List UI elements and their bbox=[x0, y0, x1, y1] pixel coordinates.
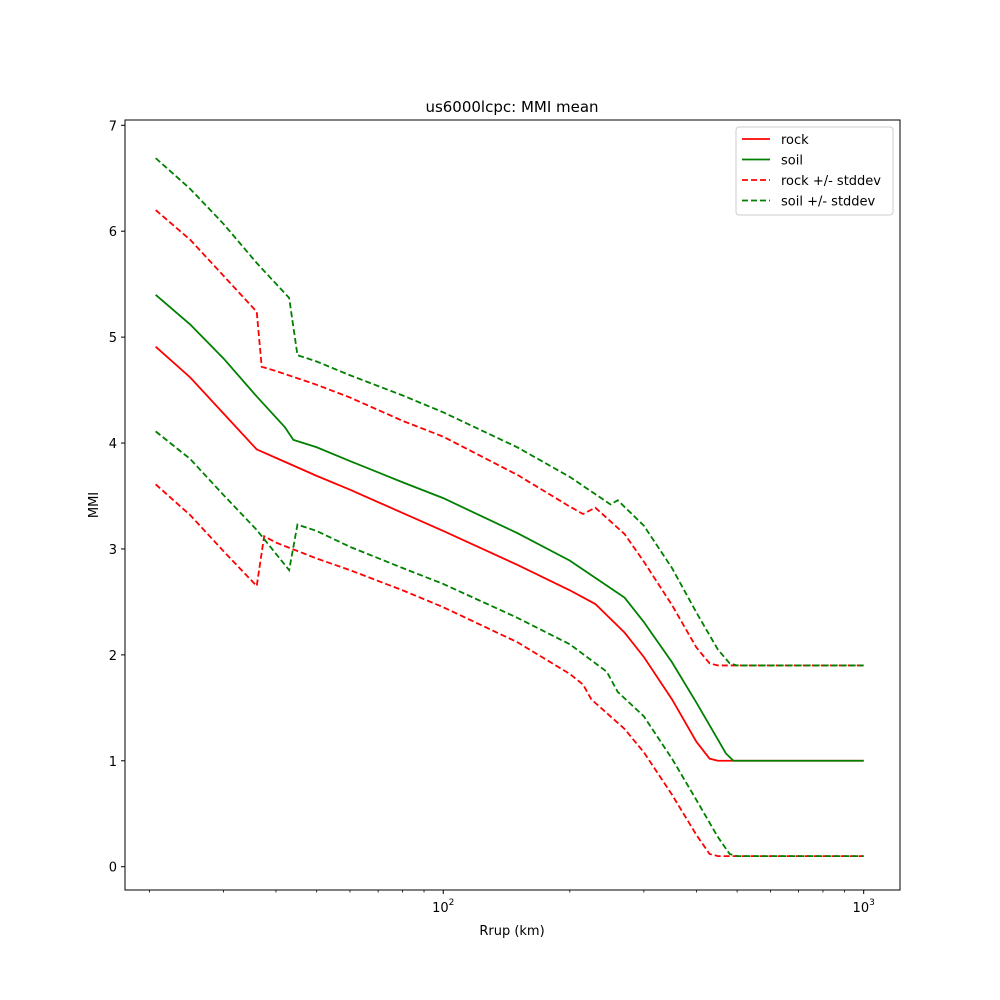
legend-box bbox=[735, 126, 894, 216]
y-tick-label: 0 bbox=[109, 861, 117, 876]
x-tick-label: 103 bbox=[853, 898, 875, 916]
legend-label: soil bbox=[781, 154, 803, 169]
y-tick-label: 5 bbox=[109, 331, 117, 346]
series-line-1 bbox=[155, 294, 864, 762]
series-line-5 bbox=[155, 430, 864, 858]
y-tick-label: 6 bbox=[109, 225, 117, 240]
series-line-0 bbox=[155, 345, 864, 762]
y-axis: 0 1 2 3 4 5 6 7 bbox=[109, 119, 125, 876]
plot-frame bbox=[124, 119, 901, 891]
series-line-4 bbox=[155, 157, 864, 667]
legend-label: soil +/- stddev bbox=[781, 195, 876, 210]
y-tick-label: 3 bbox=[109, 543, 117, 558]
legend: rock soil rock +/- stddev soil +/- stddev bbox=[735, 126, 894, 216]
plot-lines bbox=[155, 157, 864, 858]
x-tick-label: 102 bbox=[432, 898, 454, 916]
y-tick-label: 7 bbox=[109, 119, 117, 134]
y-tick-label: 2 bbox=[109, 649, 117, 664]
x-axis-label: Rrup (km) bbox=[479, 924, 544, 939]
x-axis: 102 103 bbox=[148, 890, 875, 916]
y-tick-label: 1 bbox=[109, 755, 117, 770]
series-line-3 bbox=[155, 483, 864, 858]
y-axis-label: MMI bbox=[87, 492, 102, 518]
legend-label: rock +/- stddev bbox=[781, 174, 881, 189]
series-line-2 bbox=[155, 209, 864, 667]
y-tick-label: 4 bbox=[109, 437, 117, 452]
legend-label: rock bbox=[781, 133, 809, 148]
chart-title: us6000lcpc: MMI mean bbox=[425, 98, 598, 116]
